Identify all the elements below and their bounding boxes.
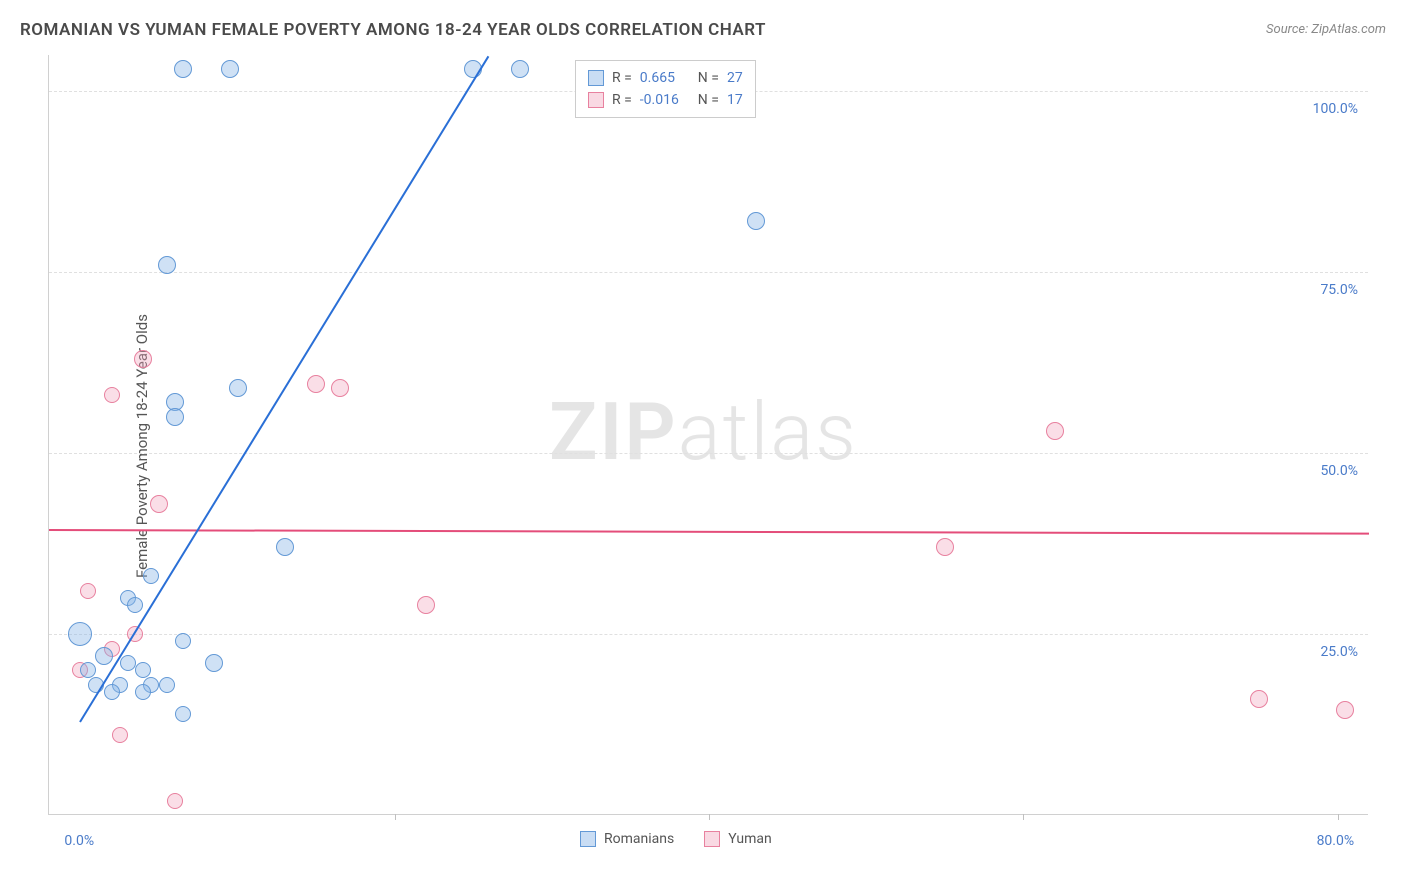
data-point [511,60,529,78]
stat-n-value: 27 [727,70,743,86]
legend-item: Romanians [580,831,674,847]
data-point [143,568,159,584]
data-point [166,408,184,426]
data-point [150,495,168,513]
data-point [417,596,435,614]
legend-label: Yuman [728,831,771,847]
xtick [709,814,710,820]
data-point [127,597,143,613]
ytick-label: 25.0% [1320,644,1358,660]
stat-r-label: R = [612,92,632,108]
trendline [80,55,490,722]
data-point [331,379,349,397]
xtick-label-end: 80.0% [1317,833,1355,849]
data-point [135,684,151,700]
data-point [936,538,954,556]
watermark-rest: atlas [678,385,858,479]
data-point [1250,690,1268,708]
ytick-label: 75.0% [1320,282,1358,298]
data-point [95,647,113,665]
legend-bottom: Romanians Yuman [580,831,772,847]
data-point [221,60,239,78]
xtick [1338,814,1339,820]
gridline [49,272,1368,273]
chart-title: ROMANIAN VS YUMAN FEMALE POVERTY AMONG 1… [20,20,766,40]
stat-n-label: N = [698,92,719,108]
data-point [174,60,192,78]
watermark: ZIPatlas [549,385,858,479]
data-point [307,375,325,393]
data-point [1046,422,1064,440]
legend-swatch [588,70,604,86]
data-point [175,706,191,722]
data-point [1336,701,1354,719]
legend-label: Romanians [604,831,674,847]
trendline [49,529,1369,535]
ytick-label: 50.0% [1320,463,1358,479]
legend-stats: R = 0.665 N = 27 R = -0.016 N = 17 [575,60,756,118]
data-point [205,654,223,672]
stat-n-value: 17 [727,92,743,108]
legend-swatch [580,831,596,847]
stat-r-label: R = [612,70,632,86]
xtick [1023,814,1024,820]
data-point [104,684,120,700]
stat-r-value: -0.016 [640,92,690,108]
watermark-bold: ZIP [549,385,678,479]
data-point [120,655,136,671]
legend-swatch [704,831,720,847]
data-point [167,793,183,809]
legend-swatch [588,92,604,108]
xtick [395,814,396,820]
ytick-label: 100.0% [1313,101,1358,117]
data-point [158,256,176,274]
data-point [68,622,92,646]
gridline [49,453,1368,454]
source-label: Source: ZipAtlas.com [1266,22,1386,37]
data-point [229,379,247,397]
xtick-label-start: 0.0% [64,833,94,849]
data-point [112,727,128,743]
data-point [159,677,175,693]
stat-n-label: N = [698,70,719,86]
legend-item: Yuman [704,831,771,847]
data-point [104,387,120,403]
stat-r-value: 0.665 [640,70,690,86]
data-point [134,350,152,368]
data-point [175,633,191,649]
gridline [49,634,1368,635]
data-point [747,212,765,230]
data-point [80,583,96,599]
data-point [276,538,294,556]
plot-area: ZIPatlas 25.0% 50.0% 75.0% 100.0% [48,55,1368,815]
